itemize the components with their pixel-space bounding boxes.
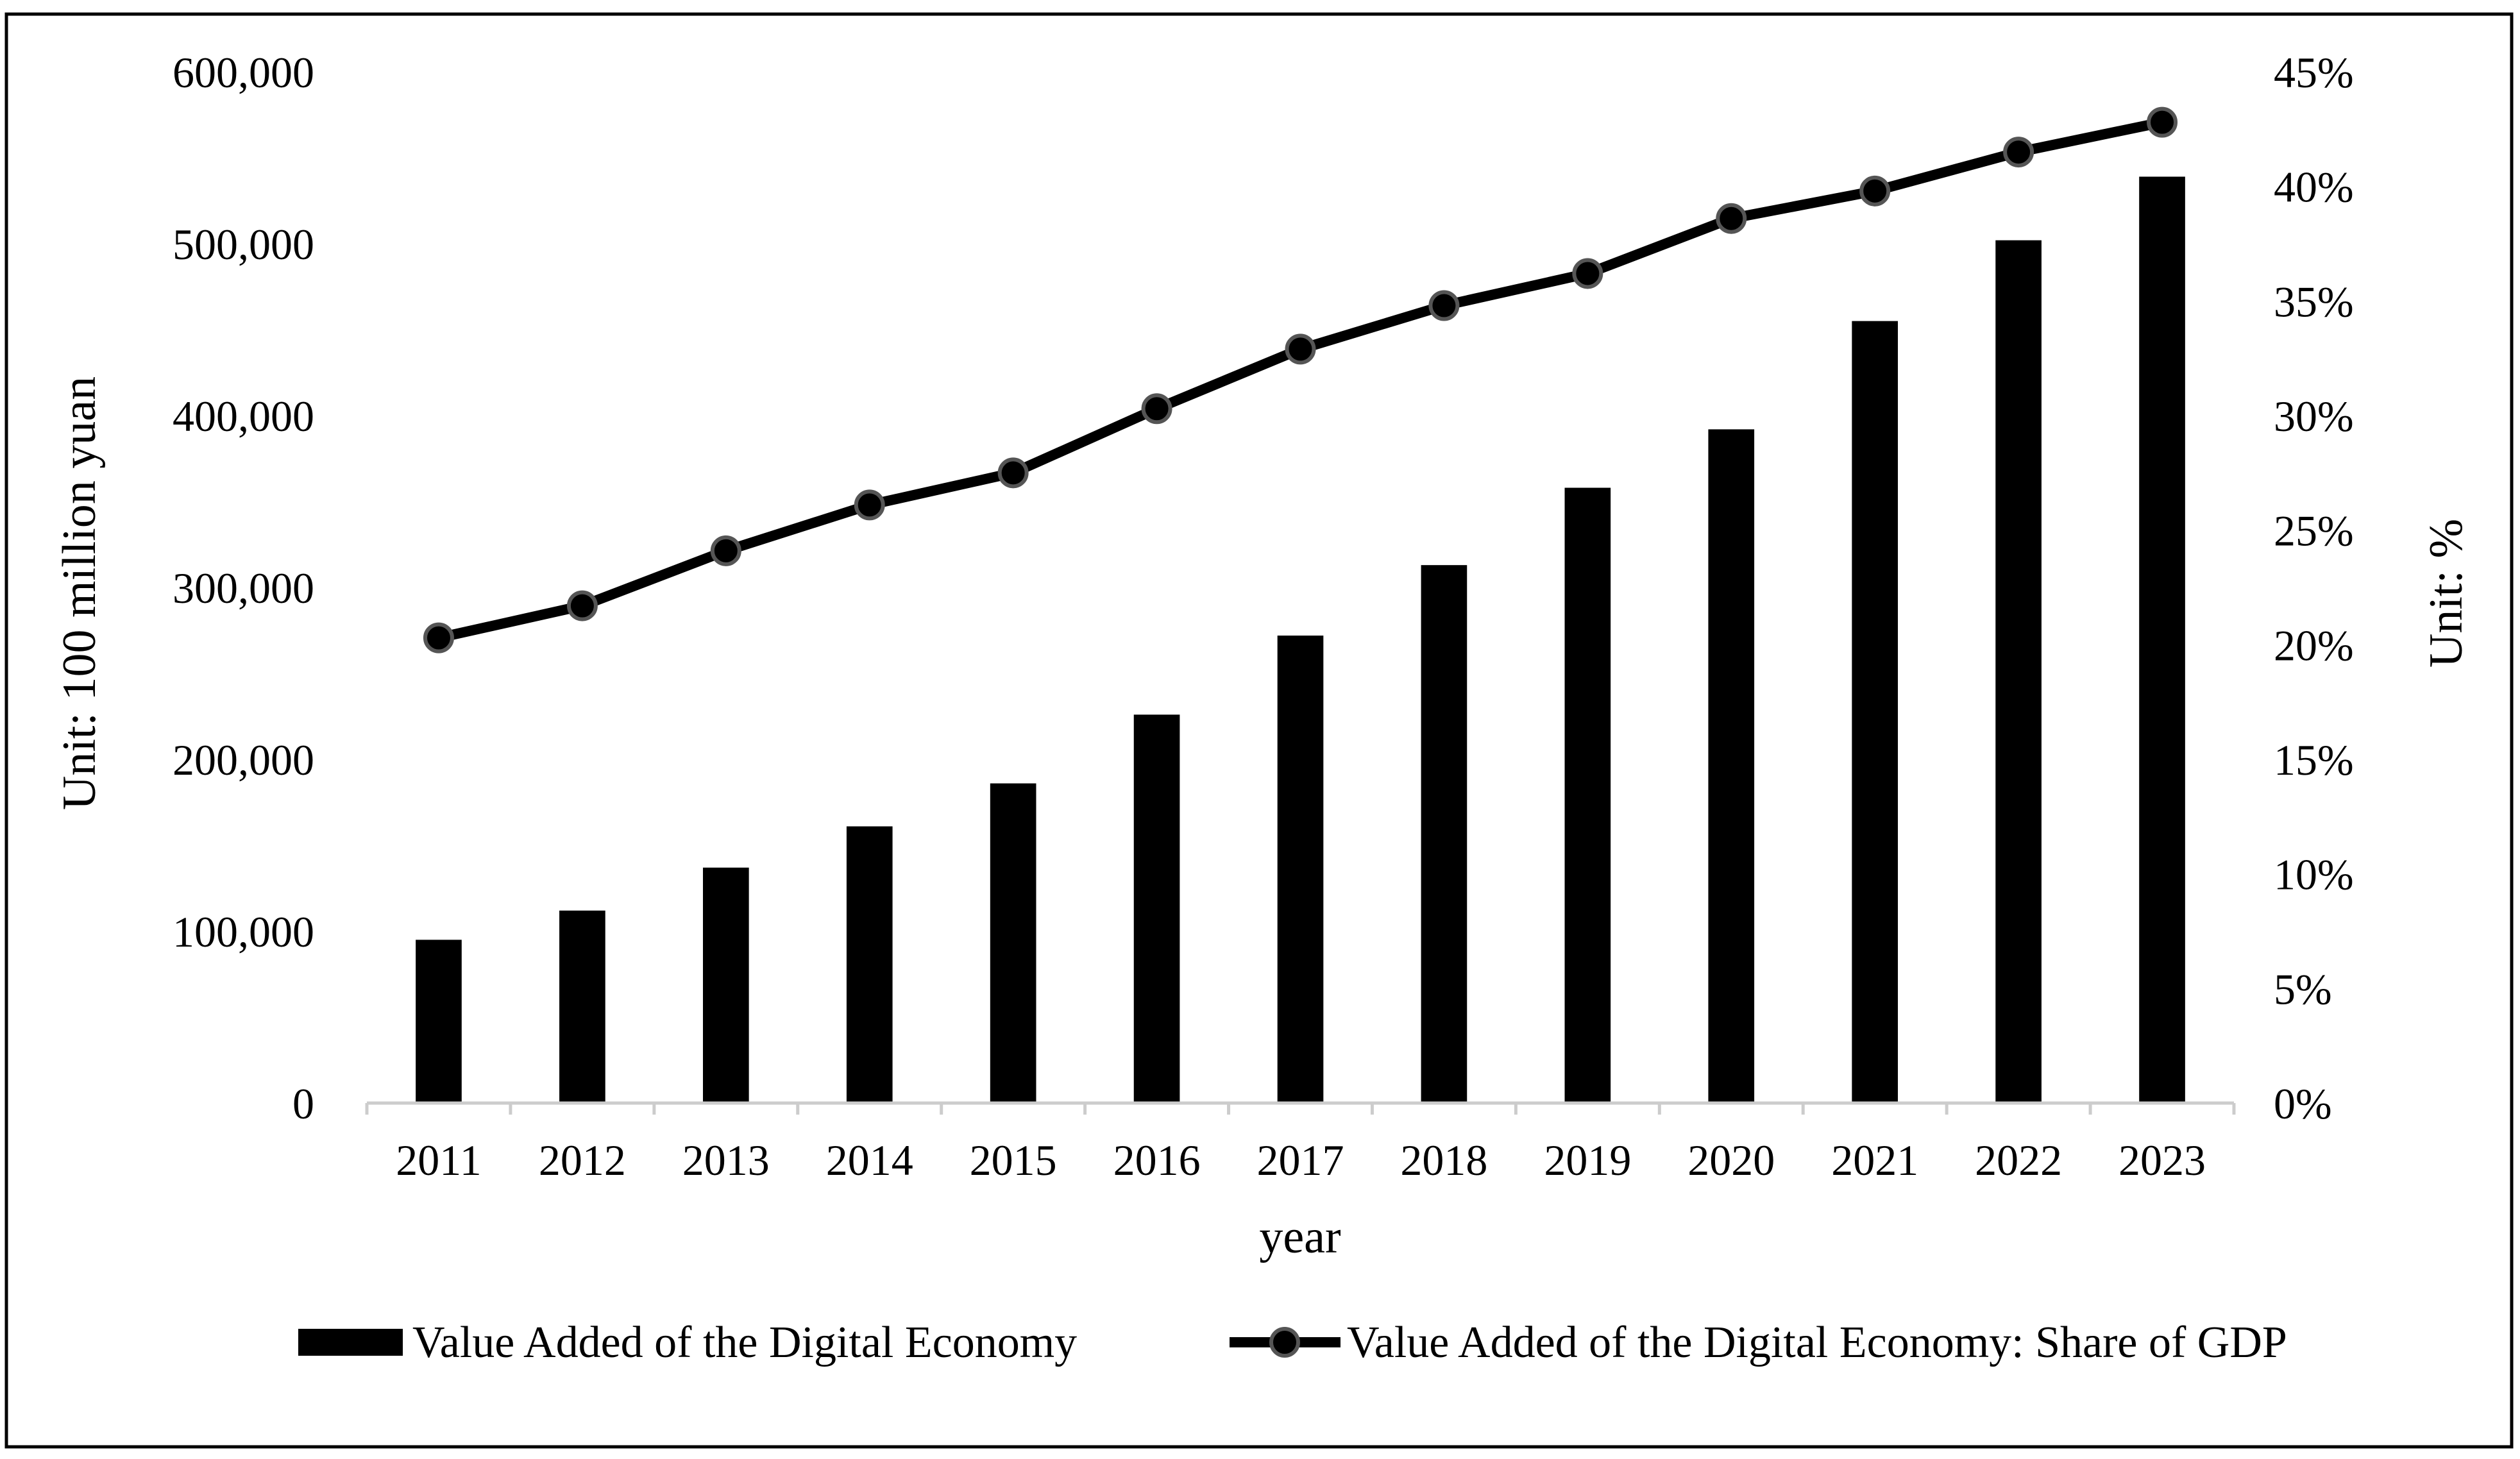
y-tick-label: 400,000 bbox=[173, 392, 314, 441]
y-tick-label: 0 bbox=[292, 1079, 314, 1128]
legend-label-line: Value Added of the Digital Economy: Shar… bbox=[1347, 1318, 2287, 1367]
share-point-2015 bbox=[997, 457, 1029, 489]
bar-2019 bbox=[1564, 487, 1611, 1103]
share-point-2022 bbox=[2003, 137, 2034, 168]
share-point-2014 bbox=[854, 489, 885, 521]
y-tick-label: 300,000 bbox=[173, 564, 314, 612]
x-tick-label-2023: 2023 bbox=[2118, 1136, 2206, 1185]
x-axis-title: year bbox=[1259, 1211, 1340, 1263]
y2-tick-label: 35% bbox=[2274, 277, 2354, 326]
y-tick-label: 600,000 bbox=[173, 48, 314, 97]
bar-2013 bbox=[702, 867, 749, 1103]
x-tick-label-2017: 2017 bbox=[1257, 1136, 1344, 1185]
y2-tick-label: 20% bbox=[2274, 621, 2354, 670]
x-tick-label-2022: 2022 bbox=[1975, 1136, 2062, 1185]
y2-tick-label: 15% bbox=[2274, 736, 2354, 784]
share-point-2021 bbox=[1859, 175, 1891, 207]
bar-2022 bbox=[1995, 240, 2042, 1103]
share-point-2013 bbox=[710, 535, 741, 566]
y2-tick-label: 10% bbox=[2274, 850, 2354, 899]
bar-2018 bbox=[1421, 565, 1467, 1103]
axis-layer bbox=[365, 1101, 2236, 1115]
x-tick-label-2012: 2012 bbox=[539, 1136, 626, 1185]
labels-layer: 2011 2012 2013 2014 2015 2016 2017 2018 2019 2020… bbox=[173, 48, 2354, 1185]
share-point-2023 bbox=[2147, 106, 2178, 138]
legend: Value Added of the Digital Economy Value… bbox=[298, 1318, 2287, 1367]
share-point-2012 bbox=[566, 590, 598, 621]
bar-2023 bbox=[2139, 176, 2185, 1104]
x-tick-label-2016: 2016 bbox=[1113, 1136, 1201, 1185]
bar-2016 bbox=[1133, 714, 1180, 1103]
share-point-2018 bbox=[1428, 290, 1460, 321]
y2-axis-title: Unit: % bbox=[2420, 519, 2473, 668]
legend-label-bar: Value Added of the Digital Economy bbox=[412, 1318, 1077, 1367]
markers-layer bbox=[423, 106, 2178, 654]
bar-2011 bbox=[416, 940, 462, 1103]
chart-frame bbox=[4, 12, 2514, 1449]
y-tick-label: 100,000 bbox=[173, 907, 314, 956]
y2-tick-label: 30% bbox=[2274, 392, 2354, 441]
bar-2014 bbox=[846, 826, 893, 1103]
y-tick-label: 200,000 bbox=[173, 736, 314, 784]
bar-2020 bbox=[1708, 429, 1755, 1104]
bars-layer bbox=[416, 176, 2185, 1104]
x-tick-label-2021: 2021 bbox=[1831, 1136, 1918, 1185]
y2-tick-label: 25% bbox=[2274, 507, 2354, 555]
x-tick-label-2014: 2014 bbox=[826, 1136, 913, 1185]
legend-swatch-marker bbox=[1269, 1327, 1300, 1358]
bar-2012 bbox=[559, 910, 605, 1103]
y-axis-title: Unit: 100 million yuan bbox=[53, 376, 106, 810]
x-tick-label-2019: 2019 bbox=[1544, 1136, 1631, 1185]
bar-2015 bbox=[990, 783, 1036, 1103]
x-tick-label-2011: 2011 bbox=[396, 1136, 481, 1185]
y2-tick-label: 45% bbox=[2274, 48, 2354, 97]
legend-swatch-bar bbox=[298, 1329, 403, 1356]
x-tick-label-2020: 2020 bbox=[1687, 1136, 1775, 1185]
x-tick-label-2015: 2015 bbox=[970, 1136, 1057, 1185]
share-point-2011 bbox=[423, 622, 454, 654]
share-point-2016 bbox=[1141, 393, 1172, 425]
y-tick-label: 500,000 bbox=[173, 220, 314, 269]
bar-2017 bbox=[1277, 636, 1324, 1103]
share-point-2020 bbox=[1716, 203, 1747, 234]
x-tick-label-2013: 2013 bbox=[682, 1136, 770, 1185]
y2-tick-label: 0% bbox=[2274, 1079, 2332, 1128]
y2-tick-label: 40% bbox=[2274, 163, 2354, 212]
share-point-2019 bbox=[1572, 258, 1603, 289]
y2-tick-label: 5% bbox=[2274, 965, 2332, 1013]
x-tick-label-2018: 2018 bbox=[1400, 1136, 1487, 1185]
bar-2021 bbox=[1852, 321, 1898, 1104]
share-point-2017 bbox=[1285, 333, 1316, 365]
